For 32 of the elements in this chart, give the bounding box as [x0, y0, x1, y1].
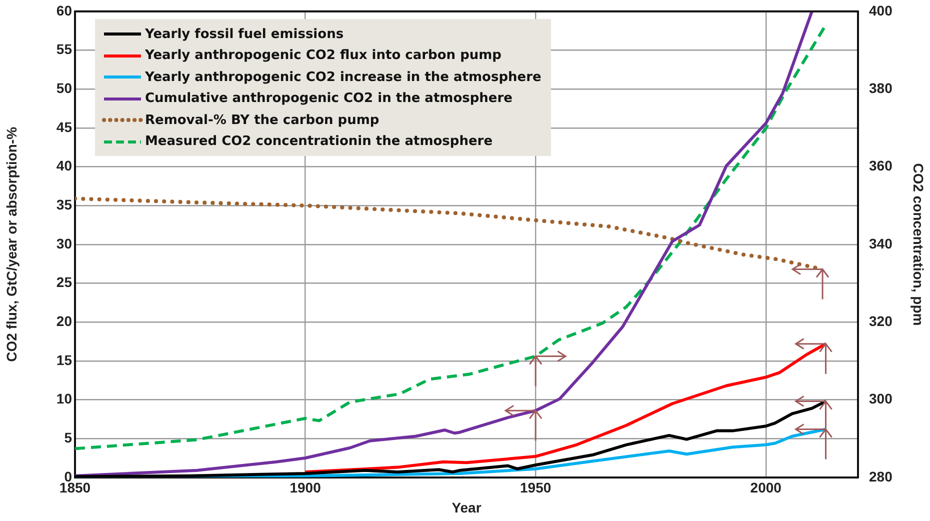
y-tick-label: 35 [56, 196, 72, 212]
y-tick-label: 20 [56, 312, 72, 329]
y2-axis-title: CO2 concentration, ppm [910, 163, 927, 326]
y-tick-label: 25 [56, 274, 72, 290]
legend-label: Cumulative anthropogenic CO2 in the atmosphere [145, 91, 512, 106]
x-axis-title: Year [452, 499, 482, 516]
legend-label: Yearly anthropogenic CO2 flux into carbon pump [145, 48, 502, 64]
x-tick-label: 1900 [290, 480, 322, 496]
y-tick-label: 55 [56, 41, 72, 58]
y2-tick-label: 380 [869, 80, 893, 96]
legend-label: Removal-% BY the carbon pump [145, 112, 380, 128]
legend-label: Yearly anthropogenic CO2 increase in the atmosphere [145, 70, 542, 85]
x-tick-label: 2000 [750, 480, 782, 496]
y-tick-label: 10 [56, 390, 72, 407]
y2-tick-label: 360 [869, 158, 893, 174]
y2-tick-label: 320 [869, 312, 893, 329]
y2-tick-label: 400 [869, 2, 893, 18]
y-tick-label: 50 [56, 80, 72, 96]
y-tick-label: 60 [56, 2, 72, 18]
legend-label: Measured CO2 concentrationin the atmosphere [145, 134, 493, 150]
y2-tick-label: 300 [869, 390, 893, 407]
y-axis-title: CO2 flux, GtC/year or absorption-% [3, 126, 20, 362]
y-tick-label: 0 [64, 468, 72, 484]
y-tick-label: 45 [56, 118, 72, 135]
y-tick-label: 30 [56, 235, 72, 252]
y2-tick-label: 340 [869, 235, 893, 252]
y-tick-label: 40 [56, 158, 72, 174]
x-tick-label: 1950 [520, 480, 552, 496]
y-tick-label: 15 [56, 352, 72, 368]
y2-tick-label: 280 [869, 468, 893, 484]
y-tick-label: 5 [64, 429, 72, 446]
legend-label: Yearly fossil fuel emissions [145, 26, 344, 42]
